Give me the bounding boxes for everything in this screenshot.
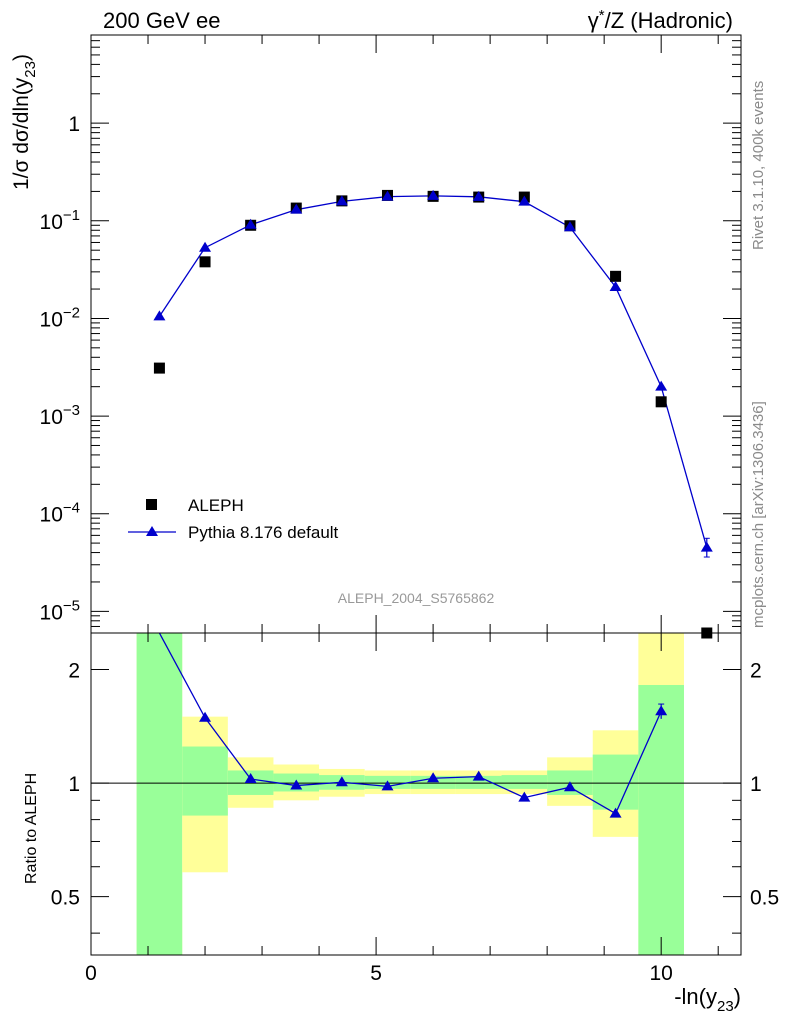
mc-point xyxy=(518,195,531,206)
x-tick-label: 5 xyxy=(370,962,382,985)
main-panel: 10−5 10−4 10−3 10−2 10−1 1 xyxy=(40,34,742,639)
analysis-label: ALEPH_2004_S5765862 xyxy=(338,590,495,606)
ratio-y-tick-label: 2 xyxy=(68,660,80,683)
main-frame xyxy=(90,34,742,634)
legend-data-marker xyxy=(146,499,157,510)
ratio-axis-ticks xyxy=(90,633,741,955)
main-y-tick-label: 10−3 xyxy=(40,402,80,429)
mc-point xyxy=(563,221,576,232)
mc-point xyxy=(244,218,257,229)
ratio-uncertainty-bands xyxy=(136,633,684,955)
ratio-band-inner xyxy=(410,775,456,789)
ratio-y-tick-label-right: 0.5 xyxy=(750,887,779,910)
mc-point xyxy=(427,189,440,200)
ratio-point xyxy=(563,781,576,792)
ratio-point xyxy=(427,772,440,783)
legend-mc-marker xyxy=(146,526,158,536)
mc-point xyxy=(655,380,668,391)
x-tick-label: 10 xyxy=(649,962,672,985)
legend-mc-label: Pythia 8.176 default xyxy=(188,523,339,542)
main-y-tick-label: 10−5 xyxy=(40,597,80,624)
data-point xyxy=(655,396,667,408)
main-y-tick-label: 10−4 xyxy=(40,500,80,527)
legend-data-label: ALEPH xyxy=(188,496,244,515)
ratio-y-tick-labels: 0.5 0.5 1 1 2 2 xyxy=(51,660,779,910)
rivet-version-label: Rivet 3.1.10, 400k events xyxy=(750,81,767,250)
mc-point xyxy=(472,190,485,201)
ratio-point xyxy=(472,770,485,781)
ratio-frame xyxy=(90,632,742,956)
ratio-band-inner xyxy=(501,775,548,789)
ratio-y-tick-label-right: 2 xyxy=(750,660,762,683)
main-series xyxy=(153,189,713,639)
data-point xyxy=(199,256,211,268)
ratio-y-tick-label: 0.5 xyxy=(51,887,80,910)
ratio-point xyxy=(655,705,668,716)
ratio-band-inner xyxy=(638,684,684,955)
ratio-y-tick-label: 1 xyxy=(68,773,80,796)
mc-point xyxy=(335,195,348,206)
mc-point xyxy=(290,203,303,214)
main-y-axis-label: 1/σ dσ/dln(y23) xyxy=(10,54,39,190)
main-y-tick-label: 10−2 xyxy=(40,304,80,331)
x-tick-label: 0 xyxy=(85,962,97,985)
main-axis-ticks xyxy=(90,34,741,634)
ratio-point xyxy=(290,779,303,790)
mcplots-label: mcplots.cern.ch [arXiv:1306.3436] xyxy=(750,401,767,628)
ratio-line xyxy=(158,632,662,815)
ratio-y-axis-label: Ratio to ALEPH xyxy=(23,773,40,884)
ratio-point xyxy=(609,807,622,818)
main-y-tick-label: 1 xyxy=(68,113,80,136)
ratio-band-inner xyxy=(136,633,183,955)
mc-line xyxy=(158,195,708,548)
ratio-point xyxy=(244,773,257,784)
ratio-point xyxy=(518,791,531,802)
ratio-band-inner xyxy=(182,746,228,816)
mc-point xyxy=(381,190,394,201)
ratio-series xyxy=(158,632,668,818)
ratio-point xyxy=(381,780,394,791)
mc-point xyxy=(199,241,212,252)
legend: ALEPH Pythia 8.176 default xyxy=(128,496,339,542)
mc-point xyxy=(700,541,713,552)
ratio-band-inner xyxy=(592,754,639,810)
ratio-y-tick-label-right: 1 xyxy=(750,773,762,796)
ratio-point xyxy=(335,776,348,787)
mc-point xyxy=(609,280,622,291)
x-tick-labels: 0 5 10 xyxy=(85,962,673,985)
main-y-tick-label: 10−1 xyxy=(40,207,80,234)
ratio-point xyxy=(199,711,212,722)
ratio-band-inner xyxy=(455,775,502,789)
data-point xyxy=(610,270,622,282)
data-point xyxy=(153,362,165,374)
left-title: 200 GeV ee xyxy=(103,8,220,33)
ratio-panel: 0.5 0.5 1 1 2 2 0 5 10 xyxy=(51,632,779,985)
right-title: γ*/Z (Hadronic) xyxy=(588,7,733,33)
x-axis-label: -ln(y23) xyxy=(674,984,741,1015)
mc-point xyxy=(153,310,166,321)
main-y-tick-labels: 10−5 10−4 10−3 10−2 10−1 1 xyxy=(40,113,80,624)
